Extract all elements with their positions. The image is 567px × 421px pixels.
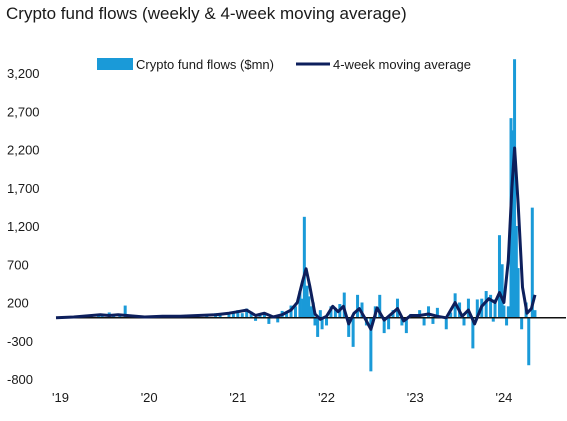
y-tick-label: 1,700: [7, 181, 40, 196]
flow-bar: [505, 317, 509, 326]
flow-bar: [530, 207, 534, 318]
flow-bar: [245, 308, 249, 318]
flow-bar: [514, 226, 518, 318]
flow-bar: [520, 317, 524, 330]
flow-bar: [325, 317, 329, 326]
flow-bar: [302, 216, 306, 318]
y-tick-label: 1,200: [7, 219, 40, 234]
flow-bar: [347, 317, 351, 337]
flow-bar: [493, 299, 497, 318]
flow-bar: [262, 313, 266, 318]
flow-bar: [516, 268, 520, 318]
flow-bar: [502, 305, 506, 318]
flow-bar: [240, 313, 244, 318]
flow-bar: [491, 317, 495, 322]
flow-bar: [267, 317, 271, 324]
flow-bar: [533, 310, 537, 318]
flow-bar: [462, 317, 466, 326]
flow-bar: [218, 313, 222, 318]
flow-bar: [422, 317, 426, 326]
legend: Crypto fund flows ($mn) 4-week moving av…: [97, 57, 471, 72]
flow-bar: [382, 317, 386, 334]
flow-bar: [435, 307, 439, 318]
flow-bar: [400, 317, 404, 326]
y-axis-ticks: 3,200 2,700 2,200 1,700 1,200 700 200 -300 -800: [7, 66, 40, 387]
x-axis-ticks: '19 '20 '21 '22 '23 '24: [52, 390, 512, 405]
flow-bar: [427, 306, 431, 318]
flow-bar: [431, 317, 435, 324]
flow-bar: [527, 317, 531, 366]
flow-bar: [329, 306, 333, 318]
x-tick-label: '24: [495, 390, 512, 405]
flow-bar: [387, 317, 391, 330]
flow-bar: [298, 291, 302, 318]
flow-bar: [316, 317, 320, 337]
flow-bar: [305, 285, 309, 318]
legend-label-line: 4-week moving average: [333, 57, 471, 72]
flow-bar: [333, 307, 337, 318]
flow-bar: [484, 291, 488, 318]
flow-bar: [513, 59, 517, 318]
flow-bar: [356, 294, 360, 318]
flow-bar: [231, 311, 235, 318]
flow-bar: [293, 306, 297, 318]
flow-bar: [123, 305, 127, 318]
flow-bar: [285, 313, 289, 318]
y-tick-label: 2,700: [7, 104, 40, 119]
x-tick-label: '20: [141, 390, 158, 405]
flow-bar: [471, 317, 475, 349]
flow-bar: [360, 302, 364, 318]
flow-bar: [236, 310, 240, 318]
flow-bar: [418, 310, 422, 318]
flow-bar: [466, 298, 470, 318]
legend-label-bars: Crypto fund flows ($mn): [136, 57, 274, 72]
flow-bar: [489, 294, 493, 318]
y-tick-label: -800: [7, 372, 33, 387]
moving-average-line: [55, 146, 537, 331]
flow-bar: [497, 235, 501, 318]
flow-bar: [254, 317, 258, 321]
flow-bar: [500, 264, 504, 318]
flow-bar: [249, 311, 253, 318]
flow-bar: [301, 298, 305, 318]
y-tick-label: -300: [7, 334, 33, 349]
flow-bar: [444, 317, 448, 330]
flow-bar: [475, 299, 479, 318]
flow-bar: [309, 306, 313, 318]
bar-series: [89, 59, 537, 372]
y-tick-label: 200: [7, 296, 29, 311]
flow-bar: [511, 130, 515, 318]
flow-bar: [320, 317, 324, 330]
x-tick-label: '23: [407, 390, 424, 405]
y-tick-label: 2,200: [7, 143, 40, 158]
x-tick-label: '19: [52, 390, 69, 405]
y-tick-label: 700: [7, 257, 29, 272]
flow-bar: [118, 315, 122, 318]
flow-bar: [307, 296, 311, 318]
flow-bar: [227, 312, 231, 318]
flow-bar: [369, 317, 373, 372]
y-tick-label: 3,200: [7, 66, 40, 81]
chart-title: Crypto fund flows (weekly & 4-week movin…: [6, 4, 407, 23]
flow-bar: [404, 317, 408, 334]
x-tick-label: '22: [318, 390, 335, 405]
flow-bar: [378, 294, 382, 318]
flow-bar: [351, 317, 355, 347]
flow-bar: [276, 317, 280, 323]
legend-swatch-bars: [97, 58, 133, 70]
x-tick-label: '21: [229, 390, 246, 405]
flow-bar: [449, 312, 453, 318]
flow-bar: [313, 317, 317, 326]
flow-bar: [318, 310, 322, 318]
flow-bar: [506, 306, 510, 318]
